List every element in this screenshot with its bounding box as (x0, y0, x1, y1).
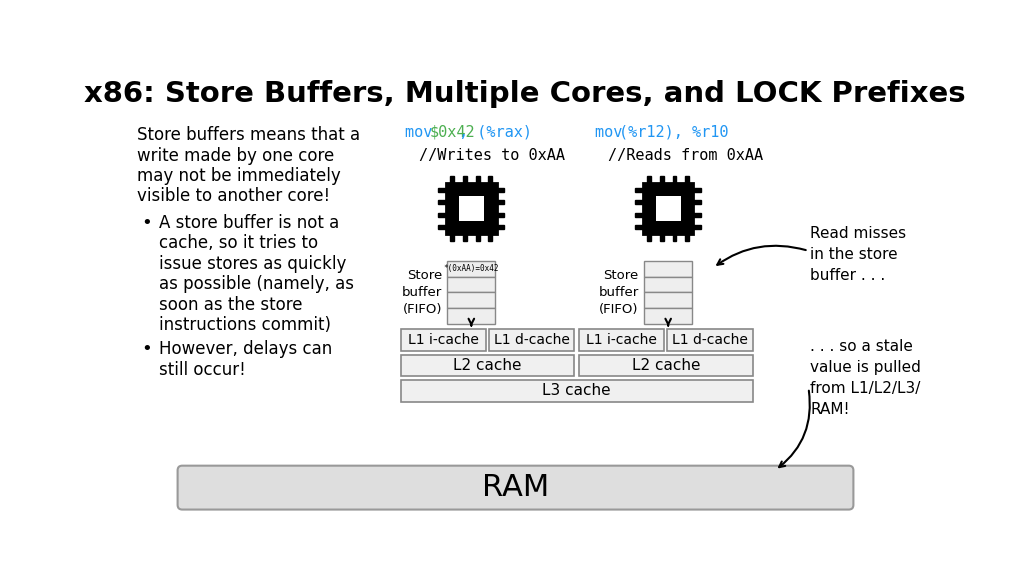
Text: x86: Store Buffers, Multiple Cores, and LOCK Prefixes: x86: Store Buffers, Multiple Cores, and … (84, 80, 966, 108)
Text: •: • (141, 340, 152, 358)
Bar (693, 213, 701, 217)
Text: cache, so it tries to: cache, so it tries to (159, 234, 318, 252)
Text: value is pulled: value is pulled (810, 360, 921, 375)
Bar (635, 225, 643, 229)
Text: However, delays can: However, delays can (159, 340, 332, 358)
Bar (488, 176, 493, 184)
Bar (438, 213, 446, 217)
Text: Store buffers means that a: Store buffers means that a (137, 126, 360, 144)
Text: L1 i-cache: L1 i-cache (408, 333, 479, 347)
Bar (635, 188, 643, 192)
Bar (673, 176, 677, 184)
Text: L2 cache: L2 cache (632, 358, 700, 373)
Text: L1 i-cache: L1 i-cache (586, 333, 657, 347)
Bar (476, 233, 479, 241)
Text: issue stores as quickly: issue stores as quickly (159, 255, 346, 272)
Bar (693, 200, 701, 204)
Text: $0x42: $0x42 (429, 124, 475, 139)
Text: //Reads from 0xAA: //Reads from 0xAA (608, 149, 764, 164)
Text: still occur!: still occur! (159, 361, 246, 378)
Bar (438, 188, 446, 192)
Bar (693, 188, 701, 192)
Bar (497, 225, 504, 229)
Text: Store
buffer
(FIFO): Store buffer (FIFO) (401, 269, 442, 316)
Bar (497, 188, 504, 192)
Text: in the store: in the store (810, 247, 898, 262)
FancyBboxPatch shape (447, 308, 496, 324)
Text: L3 cache: L3 cache (543, 384, 611, 399)
Text: RAM: RAM (482, 473, 549, 502)
Bar (685, 233, 689, 241)
FancyBboxPatch shape (489, 329, 574, 351)
Text: , (%rax): , (%rax) (460, 124, 532, 139)
FancyBboxPatch shape (579, 329, 665, 351)
Text: (%r12), %r10: (%r12), %r10 (618, 124, 728, 139)
Bar (693, 225, 701, 229)
FancyBboxPatch shape (447, 276, 496, 293)
Bar (438, 200, 446, 204)
Bar (476, 176, 479, 184)
FancyBboxPatch shape (459, 196, 484, 221)
FancyBboxPatch shape (668, 329, 753, 351)
FancyBboxPatch shape (400, 380, 753, 402)
Text: mov: mov (406, 124, 442, 139)
Bar (635, 200, 643, 204)
Bar (463, 233, 467, 241)
Bar (647, 176, 651, 184)
Bar (488, 233, 493, 241)
FancyBboxPatch shape (177, 465, 853, 510)
Text: buffer . . .: buffer . . . (810, 268, 886, 283)
Bar (497, 213, 504, 217)
Bar (451, 176, 455, 184)
FancyBboxPatch shape (400, 355, 574, 376)
FancyBboxPatch shape (579, 355, 753, 376)
Text: L2 cache: L2 cache (454, 358, 522, 373)
Bar (685, 176, 689, 184)
Text: . . . so a stale: . . . so a stale (810, 339, 912, 354)
Text: from L1/L2/L3/: from L1/L2/L3/ (810, 381, 921, 396)
Bar (635, 213, 643, 217)
FancyBboxPatch shape (447, 293, 496, 308)
FancyBboxPatch shape (644, 293, 692, 308)
Text: L1 d-cache: L1 d-cache (672, 333, 748, 347)
FancyBboxPatch shape (400, 329, 486, 351)
Bar (438, 225, 446, 229)
Text: //Writes to 0xAA: //Writes to 0xAA (420, 149, 565, 164)
Bar (647, 233, 651, 241)
Text: visible to another core!: visible to another core! (137, 187, 331, 205)
Text: Read misses: Read misses (810, 226, 906, 241)
FancyBboxPatch shape (644, 276, 692, 293)
Bar (451, 233, 455, 241)
Text: instructions commit): instructions commit) (159, 316, 331, 334)
Text: mov: mov (595, 124, 631, 139)
Text: L1 d-cache: L1 d-cache (494, 333, 569, 347)
FancyBboxPatch shape (446, 184, 497, 233)
Bar (497, 200, 504, 204)
Text: Store
buffer
(FIFO): Store buffer (FIFO) (598, 269, 639, 316)
Bar (659, 233, 664, 241)
FancyBboxPatch shape (644, 261, 692, 276)
Text: *(0xAA)=0x42: *(0xAA)=0x42 (443, 264, 499, 273)
Bar (463, 176, 467, 184)
Text: •: • (141, 214, 152, 232)
Text: as possible (namely, as: as possible (namely, as (159, 275, 354, 293)
Bar (659, 176, 664, 184)
Text: A store buffer is not a: A store buffer is not a (159, 214, 339, 232)
FancyBboxPatch shape (644, 308, 692, 324)
Text: RAM!: RAM! (810, 402, 850, 417)
Text: may not be immediately: may not be immediately (137, 167, 341, 185)
Text: soon as the store: soon as the store (159, 295, 302, 313)
FancyBboxPatch shape (447, 261, 496, 276)
FancyBboxPatch shape (643, 184, 693, 233)
Text: write made by one core: write made by one core (137, 146, 335, 165)
Bar (673, 233, 677, 241)
FancyBboxPatch shape (655, 196, 681, 221)
